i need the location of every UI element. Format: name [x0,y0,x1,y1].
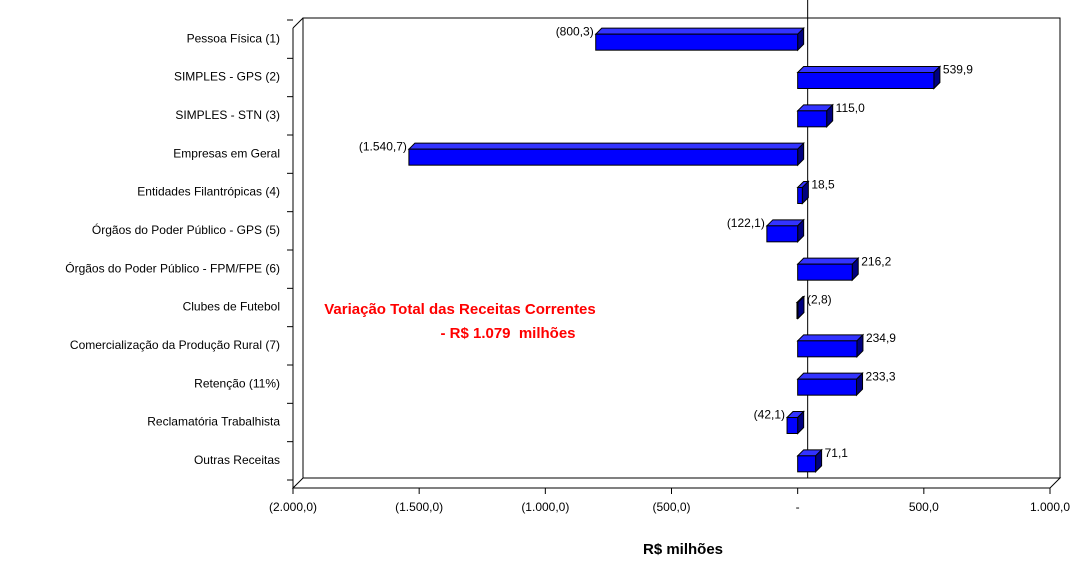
annotation: - R$ 1.079 milhões [440,325,575,342]
annotation: Variação Total das Receitas Correntes [324,301,596,318]
data-label: (1.540,7) [359,139,407,153]
back-wall [302,17,1061,479]
bar-top [796,372,864,380]
y-tick-label: Reclamatória Trabalhista [147,415,280,429]
bar [766,225,799,243]
bar [797,455,817,473]
bar [786,417,799,434]
data-label: 115,0 [836,101,865,115]
data-label: 18,5 [811,178,835,192]
bar-top [796,334,865,342]
bar [408,148,799,166]
bar [797,187,803,204]
y-tick-label: Empresas em Geral [173,146,280,160]
y-tick-label: Clubes de Futebol [183,300,280,314]
y-tick-label: Órgãos do Poder Público - FPM/FPE (6) [65,260,280,275]
x-tick-label: (500,0) [652,500,690,514]
bar [796,302,799,319]
y-tick-label: SIMPLES - STN (3) [175,108,280,122]
x-axis-label: R$ milhões [643,541,723,558]
x-tick-label: - [796,500,800,514]
bar-top [594,27,805,35]
bar [797,340,858,358]
x-tick-label: 500,0 [909,500,939,514]
y-tick-label: Retenção (11%) [194,376,280,390]
data-label: (2,8) [807,293,832,307]
bar [797,263,853,281]
x-tick-label: (2.000,0) [269,500,317,514]
y-tick-label: Outras Receitas [194,453,280,467]
y-tick-label: Comercialização da Produção Rural (7) [70,338,280,352]
data-label: (42,1) [754,408,785,422]
data-label: 233,3 [866,369,896,383]
data-label: (122,1) [727,216,765,230]
y-tick-label: Entidades Filantrópicas (4) [137,185,280,199]
bar-top [796,257,860,265]
y-tick-label: SIMPLES - GPS (2) [174,70,280,84]
bar [797,378,858,396]
data-label: 234,9 [866,331,896,345]
bar [797,72,935,89]
bar-top [796,66,942,73]
bar [595,33,799,51]
data-label: (800,3) [556,24,594,38]
data-label: 71,1 [825,446,849,460]
x-tick-label: 1.000,0 [1030,500,1070,514]
data-label: 539,9 [943,63,973,77]
x-tick-label: (1.000,0) [521,500,569,514]
y-tick-label: Pessoa Física (1) [187,31,280,45]
floor [291,477,1062,489]
y-tick-label: Órgãos do Poder Público - GPS (5) [92,222,280,237]
x-tick-label: (1.500,0) [395,500,443,514]
bar [797,110,828,128]
data-label: 216,2 [861,254,891,268]
wall-edge [292,17,304,29]
bar-top [407,142,805,150]
